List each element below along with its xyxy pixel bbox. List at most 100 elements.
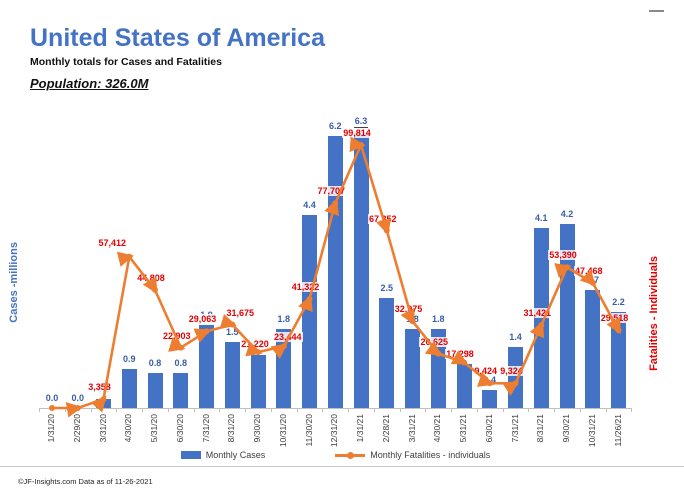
fatalities-data-label: 29,518: [599, 313, 630, 324]
fatalities-data-label: 9,324: [499, 366, 524, 377]
cases-data-label: 0.8: [173, 357, 188, 368]
x-axis-label: 11/30/20: [303, 414, 314, 447]
x-axis-tick: [90, 408, 92, 412]
fatalities-data-label: 67,352: [367, 213, 398, 224]
monthly-cases-bar: [585, 289, 601, 408]
x-axis-tick: [399, 408, 401, 412]
chart-subtitle: Monthly totals for Cases and Fatalities: [30, 56, 222, 68]
x-axis-label: 2/29/20: [71, 414, 82, 443]
monthly-cases-bar: [173, 372, 189, 408]
page-title: United States of America: [30, 24, 325, 52]
x-axis-tick: [476, 408, 478, 412]
cases-legend-label: Monthly Cases: [205, 450, 266, 460]
x-axis-label: 9/30/21: [561, 414, 571, 443]
chart-legend: Monthly Cases Monthly Fatalities - indiv…: [39, 450, 632, 460]
fatalities-data-label: 41,322: [290, 282, 321, 293]
cases-data-label: 6.3: [353, 115, 369, 128]
fatalities-data-label: 57,412: [97, 237, 128, 248]
x-axis-tick: [39, 408, 41, 412]
fatalities-data-label: 17,298: [445, 349, 475, 360]
cases-data-label: 2.2: [611, 296, 626, 307]
fatalities-data-label: 20,625: [419, 336, 450, 347]
fatalities-data-label: 44,808: [136, 272, 166, 283]
monthly-cases-bar: [121, 368, 137, 408]
cases-swatch-icon: [180, 451, 201, 459]
x-axis-tick: [270, 408, 272, 412]
fatalities-data-label: 99,814: [342, 127, 372, 138]
x-axis-label: 4/30/21: [432, 414, 443, 443]
x-axis-line: [39, 408, 632, 409]
cases-data-label: 0.0: [44, 393, 60, 403]
monthly-cases-bar: [199, 324, 214, 408]
top-right-dash: [649, 10, 664, 12]
x-axis-tick: [605, 408, 607, 412]
fatalities-data-label: 23,444: [272, 332, 303, 343]
footer-divider: [0, 466, 684, 467]
x-axis-label: 12/31/20: [329, 414, 340, 448]
x-axis-label: 11/26/21: [612, 414, 623, 447]
x-axis-tick: [579, 408, 581, 412]
x-axis-tick: [167, 408, 169, 412]
x-axis-label: 1/31/20: [46, 414, 56, 443]
x-axis-tick: [116, 408, 118, 412]
x-axis-tick: [425, 408, 427, 412]
monthly-cases-bar: [96, 399, 111, 408]
x-axis-tick: [348, 408, 350, 412]
x-axis-label: 7/31/20: [200, 414, 211, 443]
fatalities-data-label: 31,675: [225, 307, 256, 318]
monthly-cases-bar: [482, 390, 498, 408]
x-axis-label: 10/31/20: [277, 414, 288, 448]
fatalities-data-label: 22,903: [161, 330, 192, 341]
x-axis-tick: [219, 408, 221, 412]
cases-data-label: 4.4: [302, 200, 317, 211]
cases-data-label: 1.8: [276, 314, 291, 325]
cases-data-label: 6.2: [327, 121, 343, 132]
x-axis-label: 6/30/20: [174, 414, 185, 443]
fatalities-swatch-icon: [335, 451, 366, 459]
x-axis-label: 6/30/21: [483, 414, 494, 443]
fatalities-data-label: 31,421: [522, 308, 553, 319]
x-axis-tick: [64, 408, 66, 412]
fatalities-data-label: 47,468: [573, 265, 604, 276]
x-axis-label: 3/31/20: [97, 414, 108, 443]
cases-data-label: 2.5: [379, 283, 394, 294]
x-axis-tick: [193, 408, 195, 412]
x-axis-label: 3/31/21: [406, 414, 417, 443]
fatalities-data-label: 53,390: [548, 250, 578, 261]
monthly-cases-bar: [147, 372, 163, 408]
monthly-cases-bar: [327, 136, 343, 408]
x-axis-tick: [554, 408, 556, 412]
monthly-cases-bar: [224, 342, 240, 408]
monthly-cases-bar: [353, 131, 369, 408]
x-axis-label: 8/31/21: [535, 414, 546, 443]
monthly-cases-bar: [302, 215, 317, 408]
x-axis-tick: [142, 408, 144, 412]
x-axis-label: 8/31/20: [226, 414, 237, 443]
cases-data-label: 4.2: [559, 208, 575, 219]
x-axis-label: 4/30/20: [123, 414, 134, 443]
fatalities-data-label: 32,975: [393, 304, 424, 315]
x-axis-label: 9/30/20: [252, 414, 262, 443]
x-axis-label: 5/31/21: [458, 414, 468, 443]
x-axis-tick: [245, 408, 247, 412]
monthly-cases-bar: [611, 311, 626, 408]
cases-data-label: 1.8: [430, 314, 446, 325]
cases-data-label: 1.4: [508, 331, 523, 342]
fatalities-data-label: 3,358: [87, 382, 112, 393]
x-axis-tick: [296, 408, 298, 412]
x-axis-label: 1/31/21: [355, 414, 365, 443]
legend-item-fatalities: Monthly Fatalities - individuals: [335, 450, 490, 460]
legend-item-cases: Monthly Cases: [180, 450, 266, 460]
x-axis-label: 10/31/21: [586, 414, 597, 448]
x-axis-tick: [322, 408, 324, 412]
cases-data-label: 1.5: [224, 327, 240, 338]
x-axis-tick: [451, 408, 453, 412]
x-axis-tick: [631, 408, 633, 412]
x-axis-label: 5/31/20: [149, 414, 159, 443]
x-axis-tick: [373, 408, 375, 412]
fatalities-legend-label: Monthly Fatalities - individuals: [370, 450, 491, 460]
x-axis-tick: [528, 408, 530, 412]
x-axis-label: 7/31/21: [509, 414, 520, 443]
